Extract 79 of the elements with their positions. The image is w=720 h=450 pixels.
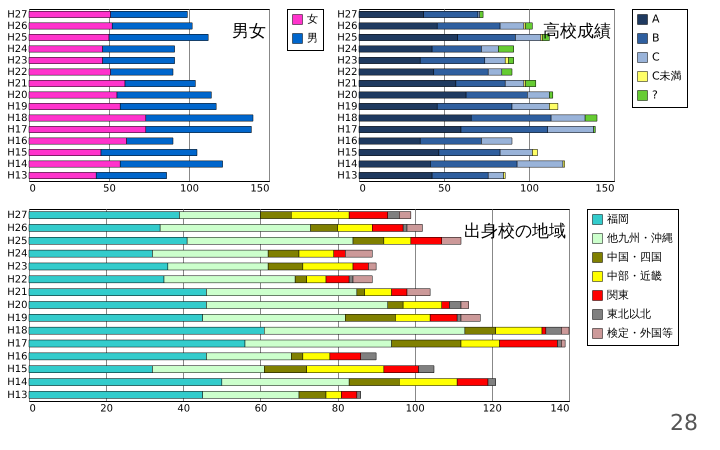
y-tick-label: H16 bbox=[7, 351, 28, 362]
y-tick-label: H26 bbox=[7, 222, 28, 234]
y-tick-label: H15 bbox=[337, 148, 358, 159]
y-tick-label: H16 bbox=[337, 136, 358, 148]
y-tick-label: H18 bbox=[7, 113, 28, 124]
legend-label: 中国・四国 bbox=[607, 250, 662, 264]
y-tick-label: H24 bbox=[337, 44, 358, 55]
legend-label: C未満 bbox=[652, 70, 682, 82]
x-tick-label: 120 bbox=[482, 404, 502, 414]
text: 28 bbox=[670, 411, 698, 436]
text: 出身校の地域 bbox=[464, 222, 566, 242]
y-tick-label: H20 bbox=[7, 300, 28, 311]
y-tick-label: H19 bbox=[7, 312, 28, 324]
legend-label: C bbox=[652, 50, 660, 64]
y-tick-label: H16 bbox=[7, 136, 28, 148]
legend-label: 東北以北 bbox=[607, 308, 651, 320]
x-tick-label: 0 bbox=[30, 184, 36, 194]
y-tick-label: H20 bbox=[337, 90, 358, 101]
y-tick-label: H18 bbox=[337, 113, 358, 124]
y-tick-label: H21 bbox=[7, 287, 28, 298]
x-tick-label: 50 bbox=[103, 184, 116, 194]
x-tick-label: 0 bbox=[360, 184, 366, 194]
legend-label: 他九州・沖縄 bbox=[607, 232, 673, 244]
y-tick-label: H27 bbox=[7, 210, 28, 222]
y-tick-label: H17 bbox=[7, 338, 28, 350]
y-tick-label: H25 bbox=[337, 32, 358, 44]
x-tick-label: 150 bbox=[250, 184, 270, 194]
y-tick-label: H19 bbox=[337, 102, 358, 113]
y-tick-label: H26 bbox=[7, 20, 28, 32]
legend-label: B bbox=[652, 32, 660, 44]
x-tick-label: 20 bbox=[100, 404, 114, 414]
y-tick-label: H21 bbox=[337, 78, 358, 90]
y-tick-label: H23 bbox=[337, 55, 358, 66]
legend-label: 関東 bbox=[607, 288, 629, 302]
x-tick-label: 60 bbox=[254, 404, 268, 414]
text: 男女 bbox=[232, 22, 266, 42]
legend-label: ? bbox=[652, 88, 658, 102]
x-tick-label: 40 bbox=[177, 404, 190, 414]
y-tick-label: H25 bbox=[7, 236, 28, 247]
x-tick-label: 50 bbox=[438, 184, 451, 194]
y-tick-label: H14 bbox=[7, 159, 28, 170]
x-tick-label: 0 bbox=[30, 404, 36, 414]
legend-label: 福岡 bbox=[607, 212, 629, 226]
y-tick-label: H14 bbox=[337, 159, 358, 170]
y-tick-label: H22 bbox=[7, 66, 28, 78]
y-tick-label: H26 bbox=[337, 20, 358, 32]
y-tick-label: H23 bbox=[7, 55, 28, 66]
y-tick-label: H25 bbox=[7, 32, 28, 44]
y-tick-label: H27 bbox=[7, 9, 28, 20]
legend-label: 中部・近畿 bbox=[607, 270, 662, 282]
x-tick-label: 150 bbox=[595, 184, 614, 194]
legend-label: A bbox=[652, 12, 660, 26]
y-tick-label: H22 bbox=[337, 66, 358, 78]
y-tick-label: H13 bbox=[7, 390, 28, 401]
x-tick-label: 140 bbox=[550, 404, 570, 414]
y-tick-label: H17 bbox=[337, 124, 358, 136]
x-tick-label: 100 bbox=[520, 184, 540, 194]
y-tick-label: H17 bbox=[7, 124, 28, 136]
legend-label: 男 bbox=[307, 32, 318, 44]
x-tick-label: 100 bbox=[180, 184, 200, 194]
y-tick-label: H15 bbox=[7, 364, 28, 376]
y-tick-label: H21 bbox=[7, 78, 28, 90]
y-tick-label: H24 bbox=[7, 44, 28, 55]
x-tick-label: 100 bbox=[406, 404, 425, 414]
y-tick-label: H22 bbox=[7, 274, 28, 286]
y-tick-label: H13 bbox=[7, 170, 28, 182]
y-tick-label: H15 bbox=[7, 148, 28, 159]
y-tick-label: H13 bbox=[337, 170, 358, 182]
legend-label: 女 bbox=[307, 12, 318, 26]
y-tick-label: H20 bbox=[7, 90, 28, 101]
y-tick-label: H24 bbox=[7, 248, 28, 260]
text: 高校成績 bbox=[543, 22, 611, 42]
y-tick-label: H23 bbox=[7, 261, 28, 272]
y-tick-label: H14 bbox=[7, 377, 28, 388]
y-tick-label: H19 bbox=[7, 102, 28, 113]
x-tick-label: 80 bbox=[332, 404, 344, 414]
y-tick-label: H27 bbox=[337, 9, 358, 20]
legend-label: 検定・外国等 bbox=[607, 326, 673, 340]
y-tick-label: H18 bbox=[7, 326, 28, 337]
